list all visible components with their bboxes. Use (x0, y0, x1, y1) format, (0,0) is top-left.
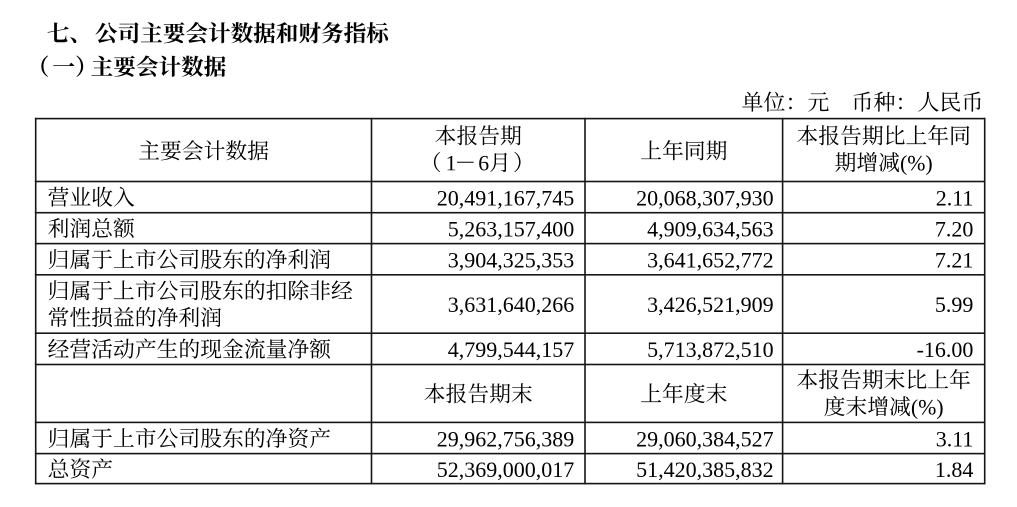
svg-text:29,962,756,389: 29,962,756,389 (437, 427, 575, 452)
svg-text:-16.00: -16.00 (917, 337, 974, 362)
svg-text:7.20: 7.20 (935, 217, 974, 242)
svg-text:3,641,652,772: 3,641,652,772 (647, 248, 774, 273)
svg-text:3,631,640,266: 3,631,640,266 (448, 292, 575, 317)
svg-text:1.84: 1.84 (935, 457, 974, 482)
svg-text:5,713,872,510: 5,713,872,510 (647, 337, 774, 362)
svg-text:3,904,325,353: 3,904,325,353 (448, 248, 575, 273)
svg-text:20,491,167,745: 20,491,167,745 (437, 185, 575, 210)
svg-text:3.11: 3.11 (936, 427, 974, 452)
svg-text:29,060,384,527: 29,060,384,527 (636, 427, 774, 452)
svg-text:2.11: 2.11 (936, 185, 974, 210)
svg-text:51,420,385,832: 51,420,385,832 (636, 457, 774, 482)
svg-text:4,799,544,157: 4,799,544,157 (448, 337, 575, 362)
svg-text:7.21: 7.21 (935, 248, 974, 273)
svg-text:3,426,521,909: 3,426,521,909 (647, 292, 774, 317)
svg-text:5,263,157,400: 5,263,157,400 (448, 217, 575, 242)
svg-text:52,369,000,017: 52,369,000,017 (437, 457, 575, 482)
svg-text:20,068,307,930: 20,068,307,930 (636, 185, 774, 210)
svg-text:5.99: 5.99 (935, 292, 974, 317)
svg-text:4,909,634,563: 4,909,634,563 (647, 217, 774, 242)
